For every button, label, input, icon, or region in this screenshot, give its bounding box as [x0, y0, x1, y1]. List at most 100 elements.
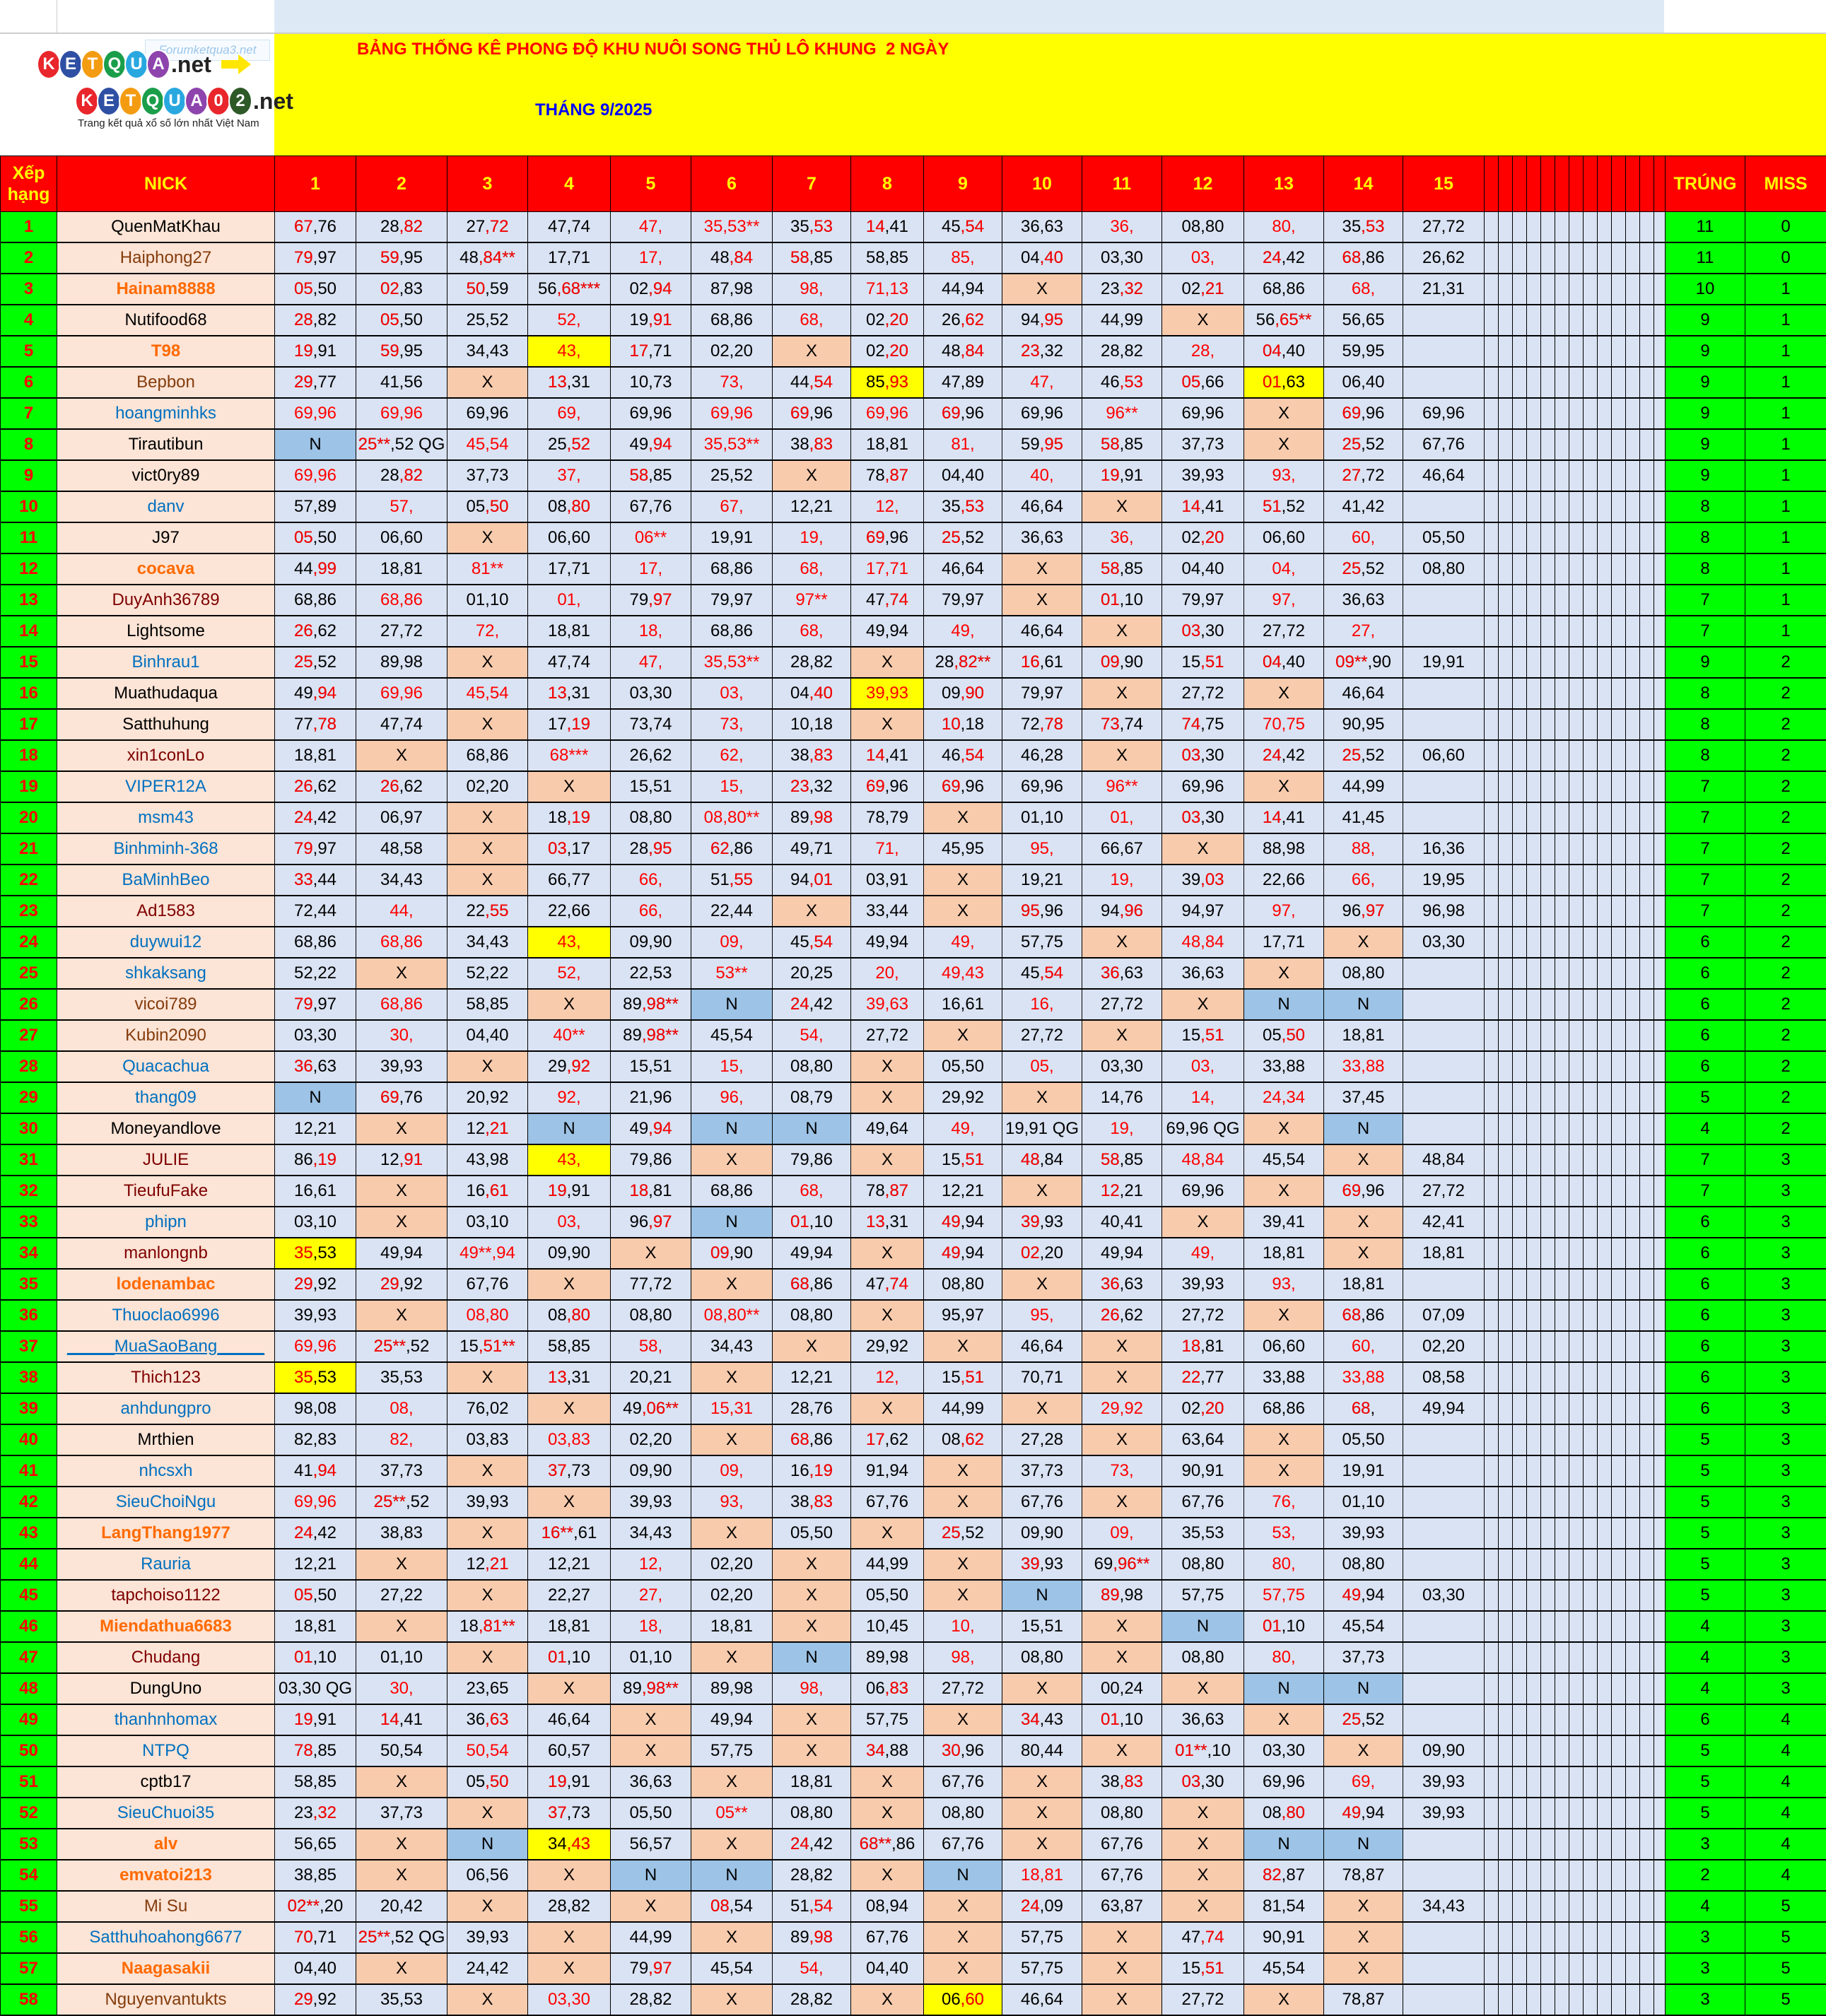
day-cell: 68,86	[691, 616, 773, 647]
empty-cell	[1485, 833, 1499, 865]
miss-cell: X	[1082, 1020, 1162, 1051]
day-cell: 48,84	[691, 242, 773, 274]
number: X	[1197, 839, 1208, 859]
hit-number: 28,82**	[935, 652, 991, 672]
hit-number: 08,	[390, 1399, 413, 1419]
no-entry-cell: N	[691, 1860, 773, 1891]
number: 04,40	[1181, 559, 1224, 579]
day-cell: 70,71	[275, 1922, 356, 1953]
number: 08,80	[942, 1274, 984, 1294]
number: X	[645, 1741, 656, 1761]
number: 07,09	[1422, 1306, 1465, 1325]
number: 02,20	[629, 1430, 672, 1450]
hit-number: 25,52	[942, 528, 984, 548]
empty-cell	[1541, 833, 1555, 865]
header-empty-column	[1513, 156, 1527, 212]
hit-number: 95,	[1030, 1306, 1053, 1325]
number: 73,74	[629, 715, 672, 734]
nick-cell: Quacachua	[57, 1051, 275, 1082]
table-row: 23Ad158372,4444,22,5522,6666,22,44X33,44…	[1, 896, 1826, 927]
empty-cell	[1654, 678, 1666, 709]
empty-cell	[1555, 212, 1569, 243]
miss-cell: X	[1244, 429, 1324, 460]
hit-number: 47,74	[866, 590, 908, 610]
miss-cell: X	[773, 1549, 851, 1580]
empty-cell	[1527, 1300, 1541, 1331]
empty-cell	[1612, 1020, 1626, 1051]
day-cell: 57,75	[1002, 1922, 1082, 1953]
empty-cell	[1485, 1518, 1499, 1549]
day-cell: 79,97	[691, 585, 773, 616]
day-cell: 05,50	[356, 305, 447, 336]
day-cell: 36,63	[1002, 522, 1082, 553]
day-cell: 78,87	[851, 1176, 924, 1207]
day-cell: 67,76	[924, 1829, 1002, 1860]
hit-number: 60,	[1352, 528, 1375, 548]
empty-cell	[1640, 1300, 1654, 1331]
number: X	[957, 1959, 968, 1979]
empty-cell	[1584, 242, 1598, 274]
empty-cell	[1513, 1051, 1527, 1082]
day-cell: 27,72	[1403, 212, 1485, 243]
miss-count: 2	[1745, 678, 1826, 709]
number: X	[1357, 1212, 1369, 1232]
hit-number: 05,66	[1181, 373, 1224, 392]
table-row: 13DuyAnh3678968,8668,8601,1001,79,9779,9…	[1, 585, 1826, 616]
nick-cell: alv	[57, 1829, 275, 1860]
hit-number: 45,54	[466, 684, 508, 703]
number: X	[1197, 310, 1208, 330]
rank-cell: 26	[1, 989, 57, 1020]
trung-count: 8	[1666, 553, 1745, 585]
table-row: 47Chudang01,1001,10X01,1001,10XN89,9898,…	[1, 1642, 1826, 1673]
empty-cell	[1499, 491, 1513, 522]
empty-cell	[1499, 212, 1513, 243]
miss-count: 3	[1745, 1393, 1826, 1424]
day-cell: 38,83	[773, 1487, 851, 1518]
day-cell: 73,74	[1082, 709, 1162, 740]
table-row: 45tapchoiso112205,5027,22X22,2727,02,20X…	[1, 1580, 1826, 1611]
hit-number: 80,	[1272, 1648, 1295, 1668]
table-row: 32TieufuFake16,61X16,6119,9118,8168,8668…	[1, 1176, 1826, 1207]
empty-cell	[1612, 1611, 1626, 1642]
nick-cell: Naagasakii	[57, 1953, 275, 1984]
miss-count: 2	[1745, 771, 1826, 802]
day-cell: 19,91	[611, 305, 691, 336]
day-cell: 08,80	[528, 1300, 611, 1331]
day-cell: 24,42	[275, 802, 356, 833]
day-cell	[1403, 1424, 1485, 1455]
day-cell: 68,86	[1244, 274, 1324, 305]
number: 45,54	[710, 1026, 753, 1045]
empty-cell	[1569, 896, 1584, 927]
empty-cell	[1626, 522, 1640, 553]
day-cell: 27,72	[851, 1020, 924, 1051]
day-cell: 37,73	[356, 1455, 447, 1487]
day-cell: 01,10	[773, 1207, 851, 1238]
empty-cell	[1654, 1300, 1666, 1331]
empty-cell	[1499, 1144, 1513, 1176]
header-day: 7	[773, 156, 851, 212]
hit-number: 02,20	[866, 310, 908, 330]
rank-cell: 10	[1, 491, 57, 522]
day-cell: 17,71	[528, 242, 611, 274]
empty-cell	[1612, 1704, 1626, 1735]
table-row: 27Kubin209003,3030,04,4040**89,98**45,54…	[1, 1020, 1826, 1051]
empty-cell	[1640, 771, 1654, 802]
empty-cell	[1569, 367, 1584, 398]
hit-number: 05,50	[466, 497, 508, 517]
day-cell: 34,43	[1403, 1891, 1485, 1922]
day-cell: 69,96	[275, 1487, 356, 1518]
empty-cell	[1555, 1549, 1569, 1580]
day-cell: 06,60	[1244, 1331, 1324, 1362]
number: X	[806, 1617, 817, 1636]
empty-cell	[1569, 1238, 1584, 1269]
trung-count: 6	[1666, 1331, 1745, 1362]
miss-cell: X	[1002, 1673, 1082, 1704]
day-cell: 29,92	[924, 1082, 1002, 1113]
empty-cell	[1485, 1984, 1499, 2015]
empty-cell	[1513, 1860, 1527, 1891]
rank-cell: 32	[1, 1176, 57, 1207]
miss-cell: X	[1324, 1953, 1403, 1984]
day-cell: 08,58	[1403, 1362, 1485, 1393]
table-row: 22BaMinhBeo33,4434,43X66,7766,51,5594,01…	[1, 865, 1826, 896]
empty-cell	[1485, 1611, 1499, 1642]
